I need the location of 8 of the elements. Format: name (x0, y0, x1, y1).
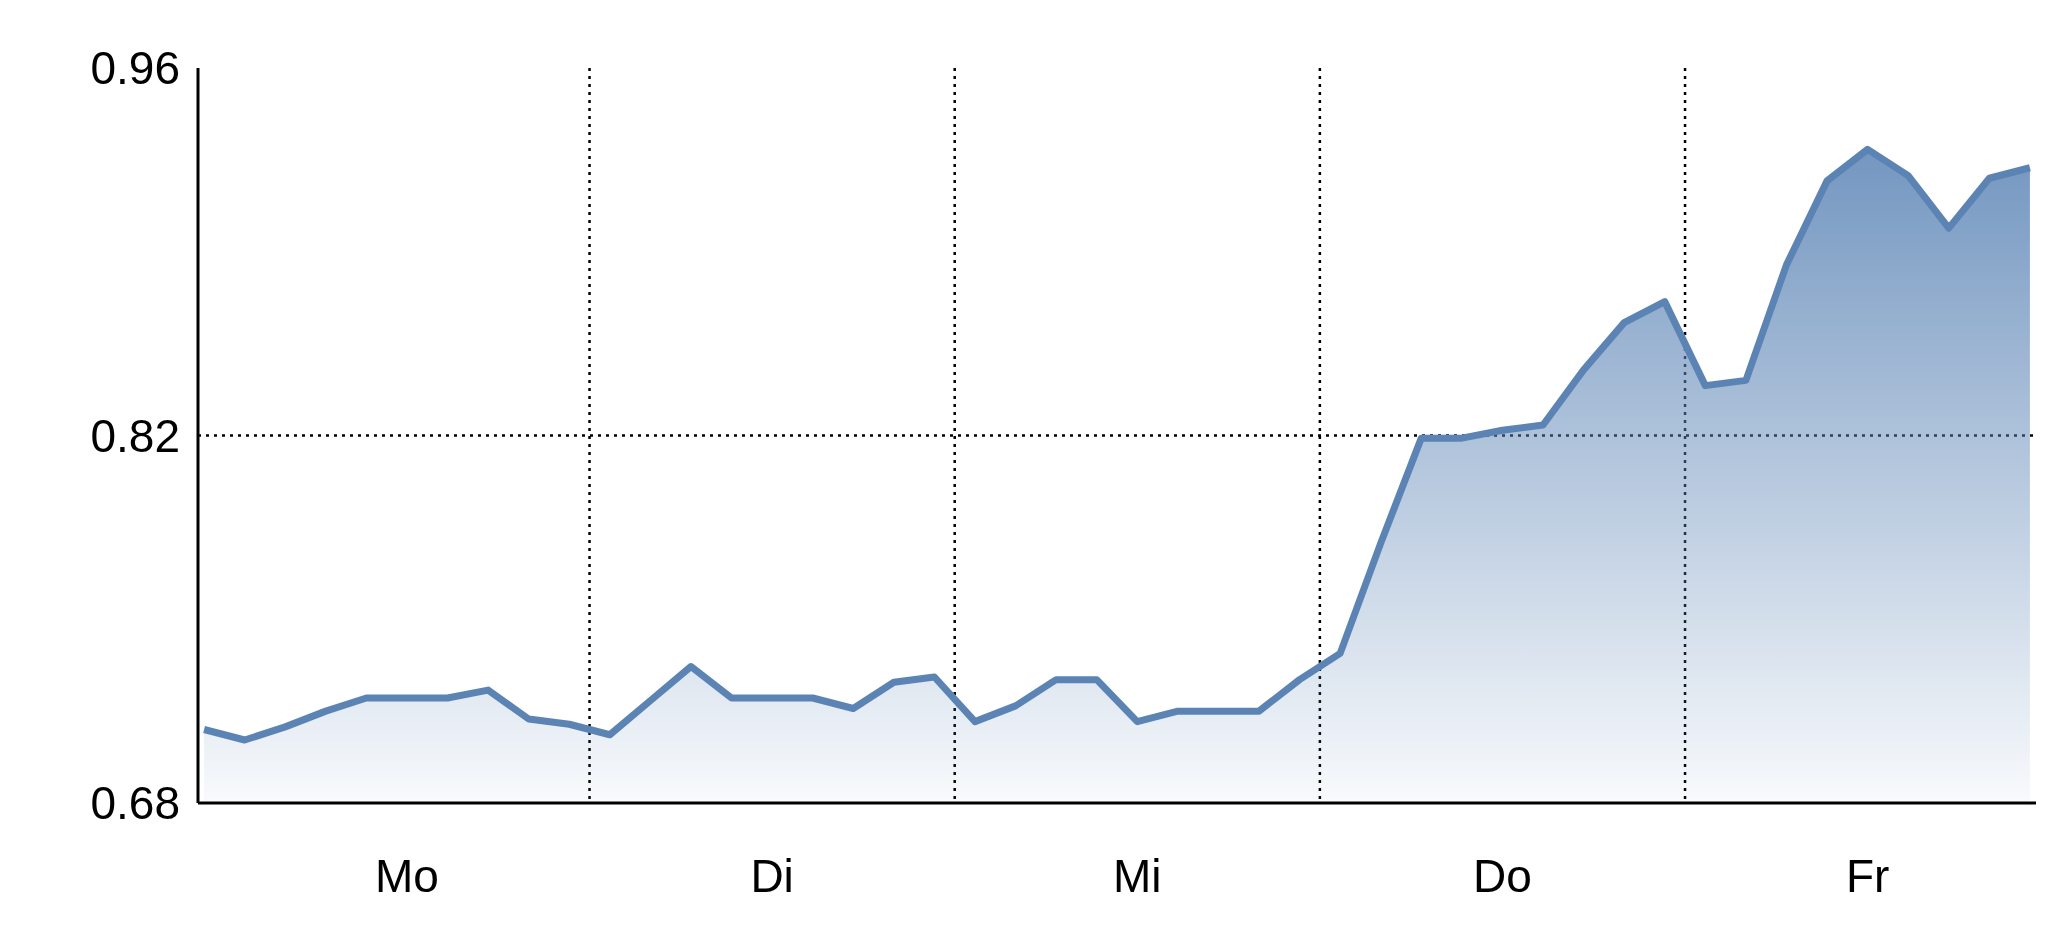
y-tick-label: 0.82 (90, 409, 180, 462)
y-tick-label: 0.68 (90, 777, 180, 830)
x-tick-label: Fr (1845, 849, 1890, 902)
y-tick-label: 0.96 (90, 42, 180, 95)
x-tick-label: Do (1473, 849, 1532, 902)
x-tick-label: Mo (375, 849, 439, 902)
x-tick-label: Di (750, 849, 794, 902)
x-tick-label: Mi (1113, 849, 1162, 902)
